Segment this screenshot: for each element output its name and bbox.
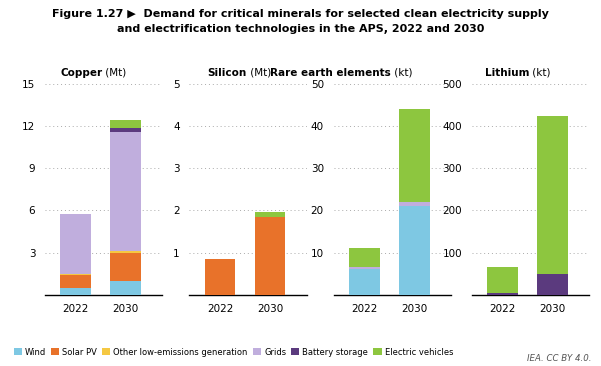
Bar (255, 217, 285, 295)
Bar (61, 288, 91, 295)
Text: Figure 1.27 ▶  Demand for critical minerals for selected clean electricity suppl: Figure 1.27 ▶ Demand for critical minera… (52, 9, 549, 19)
Bar (111, 120, 141, 128)
Text: (Mt): (Mt) (246, 68, 271, 78)
Bar (111, 128, 141, 132)
Bar (255, 212, 285, 217)
Bar (537, 116, 568, 274)
Text: Lithium: Lithium (484, 68, 529, 78)
Bar (399, 109, 430, 202)
Bar (537, 274, 568, 295)
Bar (399, 206, 430, 295)
Text: (Mt): (Mt) (102, 68, 127, 78)
Text: (kt): (kt) (529, 68, 551, 78)
Bar (111, 253, 141, 281)
Bar (111, 251, 141, 253)
Bar (61, 214, 91, 274)
Text: Silicon: Silicon (207, 68, 246, 78)
Bar (111, 281, 141, 295)
Bar (349, 248, 380, 267)
Text: IEA. CC BY 4.0.: IEA. CC BY 4.0. (528, 354, 592, 363)
Bar (487, 292, 518, 295)
Bar (61, 274, 91, 275)
Bar (111, 132, 141, 251)
Bar (205, 259, 236, 295)
Bar (349, 267, 380, 269)
Text: Rare earth elements: Rare earth elements (270, 68, 391, 78)
Bar (487, 267, 518, 292)
Text: (kt): (kt) (391, 68, 412, 78)
Bar (61, 275, 91, 288)
Text: Copper: Copper (60, 68, 102, 78)
Legend: Wind, Solar PV, Other low-emissions generation, Grids, Battery storage, Electric: Wind, Solar PV, Other low-emissions gene… (10, 344, 456, 360)
Bar (399, 202, 430, 206)
Bar (349, 269, 380, 295)
Text: and electrification technologies in the APS, 2022 and 2030: and electrification technologies in the … (117, 24, 484, 34)
